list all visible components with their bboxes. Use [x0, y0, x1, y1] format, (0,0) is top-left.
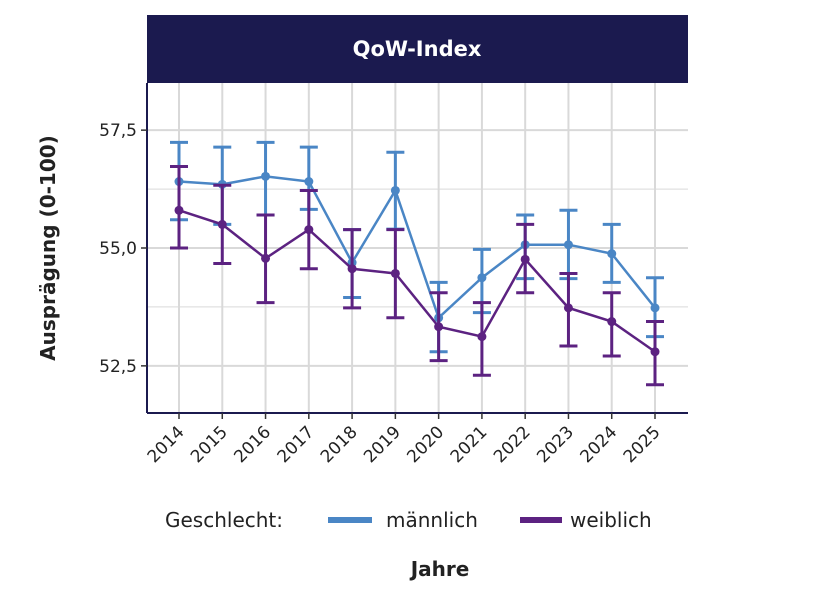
data-point [347, 264, 357, 274]
title-bar [147, 15, 688, 83]
data-point [650, 347, 660, 357]
data-point [304, 177, 314, 187]
x-tick-label: 2018 [317, 422, 362, 467]
data-point [174, 205, 184, 215]
data-point [390, 185, 400, 195]
y-tick-label: 57,5 [99, 121, 137, 141]
x-tick-label: 2019 [360, 422, 405, 467]
data-point [217, 219, 227, 229]
legend-label-weiblich: weiblich [570, 508, 652, 532]
x-tick-label: 2014 [144, 422, 189, 467]
data-point [520, 254, 530, 264]
data-point [477, 273, 487, 283]
data-point [304, 225, 314, 235]
data-point [261, 171, 271, 181]
x-tick-label: 2016 [230, 422, 275, 467]
legend-label-maennlich: männlich [386, 508, 478, 532]
data-point [261, 253, 271, 263]
series-line [178, 175, 656, 320]
data-point [477, 332, 487, 342]
x-axis-label: Jahre [409, 557, 470, 581]
x-tick-label: 2023 [533, 422, 578, 467]
data-point [607, 317, 617, 327]
x-tick-label: 2021 [447, 422, 492, 467]
data-point [390, 268, 400, 278]
series-line [178, 209, 656, 353]
x-tick-label: 2022 [490, 422, 535, 467]
data-point [563, 303, 573, 313]
data-point [607, 249, 617, 259]
data-point [563, 240, 573, 250]
data-point [650, 303, 660, 313]
x-tick-label: 2020 [403, 422, 448, 467]
y-axis-label: Ausprägung (0-100) [36, 135, 60, 361]
data-point [434, 322, 444, 332]
x-tick-label: 2015 [187, 422, 232, 467]
x-tick-label: 2025 [620, 422, 665, 467]
y-tick-label: 55,0 [99, 239, 137, 259]
legend-title: Geschlecht: [165, 508, 283, 532]
x-tick-label: 2024 [577, 422, 622, 467]
chart-title: QoW-Index [353, 37, 482, 61]
series-weiblich [170, 164, 664, 387]
x-tick-label: 2017 [274, 422, 319, 467]
y-tick-label: 52,5 [99, 357, 137, 377]
